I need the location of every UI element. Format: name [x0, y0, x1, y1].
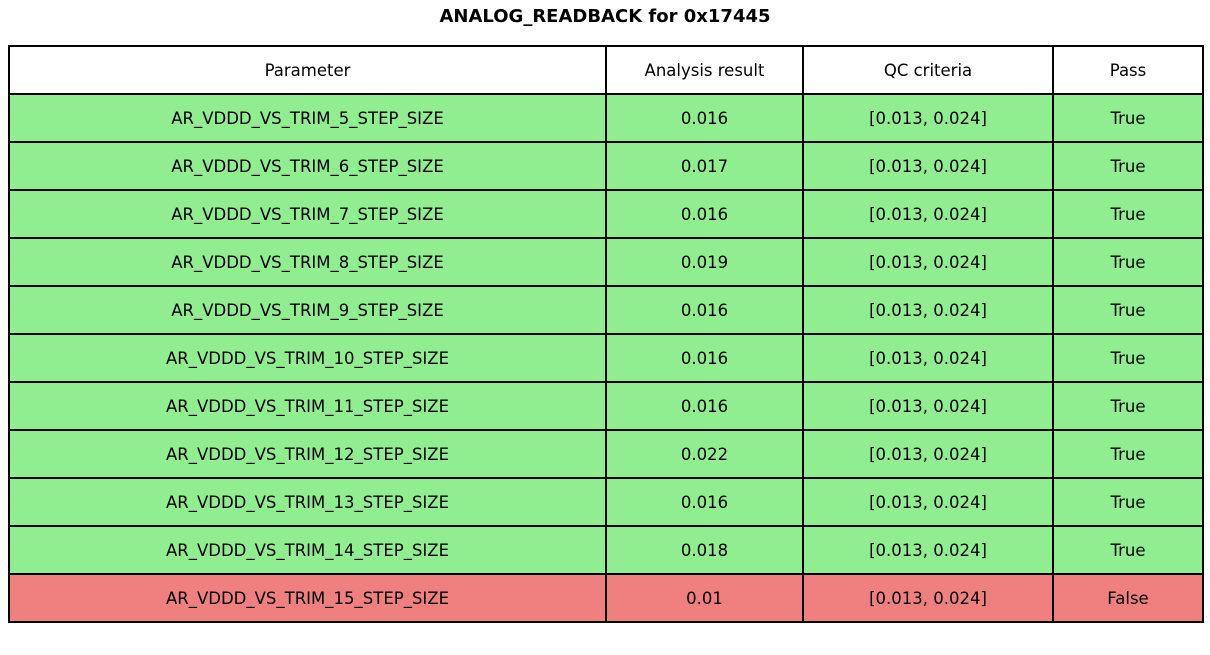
cell-parameter: AR_VDDD_VS_TRIM_5_STEP_SIZE	[8, 93, 607, 143]
cell-result: 0.016	[605, 189, 804, 239]
cell-parameter: AR_VDDD_VS_TRIM_9_STEP_SIZE	[8, 285, 607, 335]
cell-pass: True	[1052, 237, 1204, 287]
cell-result: 0.016	[605, 333, 804, 383]
cell-parameter: AR_VDDD_VS_TRIM_15_STEP_SIZE	[8, 573, 607, 623]
cell-criteria: [0.013, 0.024]	[802, 381, 1054, 431]
cell-parameter: AR_VDDD_VS_TRIM_8_STEP_SIZE	[8, 237, 607, 287]
cell-parameter: AR_VDDD_VS_TRIM_13_STEP_SIZE	[8, 477, 607, 527]
cell-criteria: [0.013, 0.024]	[802, 237, 1054, 287]
table-row: AR_VDDD_VS_TRIM_5_STEP_SIZE 0.016 [0.013, …	[8, 93, 1204, 143]
analog-readback-table: Parameter Analysis result QC criteria Pa…	[8, 45, 1204, 623]
cell-result: 0.016	[605, 285, 804, 335]
cell-criteria: [0.013, 0.024]	[802, 429, 1054, 479]
table-row: AR_VDDD_VS_TRIM_11_STEP_SIZE 0.016 [0.013,…	[8, 381, 1204, 431]
cell-criteria: [0.013, 0.024]	[802, 333, 1054, 383]
cell-parameter: AR_VDDD_VS_TRIM_10_STEP_SIZE	[8, 333, 607, 383]
column-header-analysis-result: Analysis result	[605, 45, 804, 95]
cell-parameter: AR_VDDD_VS_TRIM_12_STEP_SIZE	[8, 429, 607, 479]
cell-criteria: [0.013, 0.024]	[802, 573, 1054, 623]
cell-criteria: [0.013, 0.024]	[802, 525, 1054, 575]
cell-result: 0.017	[605, 141, 804, 191]
table-row: AR_VDDD_VS_TRIM_14_STEP_SIZE 0.018 [0.013,…	[8, 525, 1204, 575]
table-row: AR_VDDD_VS_TRIM_7_STEP_SIZE 0.016 [0.013, …	[8, 189, 1204, 239]
cell-result: 0.016	[605, 477, 804, 527]
column-header-parameter: Parameter	[8, 45, 607, 95]
cell-pass: True	[1052, 285, 1204, 335]
cell-pass: False	[1052, 573, 1204, 623]
cell-result: 0.016	[605, 93, 804, 143]
cell-parameter: AR_VDDD_VS_TRIM_7_STEP_SIZE	[8, 189, 607, 239]
cell-result: 0.022	[605, 429, 804, 479]
cell-criteria: [0.013, 0.024]	[802, 285, 1054, 335]
cell-parameter: AR_VDDD_VS_TRIM_6_STEP_SIZE	[8, 141, 607, 191]
column-header-qc-criteria: QC criteria	[802, 45, 1054, 95]
table-row: AR_VDDD_VS_TRIM_8_STEP_SIZE 0.019 [0.013, …	[8, 237, 1204, 287]
cell-pass: True	[1052, 333, 1204, 383]
cell-result: 0.019	[605, 237, 804, 287]
table-row: AR_VDDD_VS_TRIM_15_STEP_SIZE 0.01 [0.013, …	[8, 573, 1204, 623]
cell-pass: True	[1052, 189, 1204, 239]
cell-criteria: [0.013, 0.024]	[802, 477, 1054, 527]
table-row: AR_VDDD_VS_TRIM_13_STEP_SIZE 0.016 [0.013,…	[8, 477, 1204, 527]
cell-parameter: AR_VDDD_VS_TRIM_14_STEP_SIZE	[8, 525, 607, 575]
cell-result: 0.016	[605, 381, 804, 431]
table-body: AR_VDDD_VS_TRIM_5_STEP_SIZE 0.016 [0.013, …	[8, 93, 1204, 623]
table-row: AR_VDDD_VS_TRIM_6_STEP_SIZE 0.017 [0.013, …	[8, 141, 1204, 191]
cell-criteria: [0.013, 0.024]	[802, 141, 1054, 191]
header-row: Parameter Analysis result QC criteria Pa…	[8, 45, 1204, 95]
table-row: AR_VDDD_VS_TRIM_12_STEP_SIZE 0.022 [0.013,…	[8, 429, 1204, 479]
cell-pass: True	[1052, 381, 1204, 431]
page-title: ANALOG_READBACK for 0x17445	[439, 6, 771, 27]
cell-criteria: [0.013, 0.024]	[802, 189, 1054, 239]
cell-pass: True	[1052, 141, 1204, 191]
cell-result: 0.018	[605, 525, 804, 575]
cell-pass: True	[1052, 93, 1204, 143]
table-row: AR_VDDD_VS_TRIM_9_STEP_SIZE 0.016 [0.013, …	[8, 285, 1204, 335]
cell-result: 0.01	[605, 573, 804, 623]
cell-pass: True	[1052, 477, 1204, 527]
cell-pass: True	[1052, 525, 1204, 575]
cell-parameter: AR_VDDD_VS_TRIM_11_STEP_SIZE	[8, 381, 607, 431]
table-row: AR_VDDD_VS_TRIM_10_STEP_SIZE 0.016 [0.013,…	[8, 333, 1204, 383]
cell-pass: True	[1052, 429, 1204, 479]
column-header-pass: Pass	[1052, 45, 1204, 95]
cell-criteria: [0.013, 0.024]	[802, 93, 1054, 143]
